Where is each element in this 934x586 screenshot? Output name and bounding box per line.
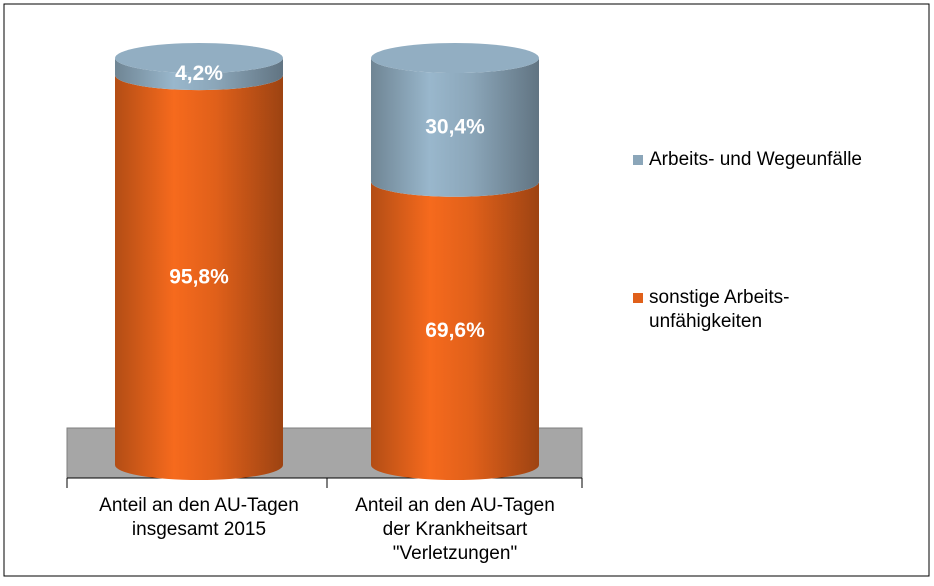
legend-label: sonstige Arbeits-unfähigkeiten — [649, 287, 789, 332]
value-label: 95,8% — [169, 266, 229, 289]
bar-top — [371, 43, 539, 73]
value-label: 69,6% — [425, 319, 485, 342]
x-tick-label: Anteil an den AU-Tagen der Krankheitsart "… — [355, 495, 555, 564]
bar-segment — [115, 58, 283, 91]
legend-swatch — [633, 155, 643, 165]
value-label: 30,4% — [425, 115, 485, 138]
bar-segment — [371, 58, 539, 197]
bar-segment — [371, 181, 539, 480]
legend-label: Arbeits- und Wegeunfälle — [649, 149, 862, 170]
legend-swatch — [633, 293, 643, 303]
bar-segment — [115, 75, 283, 481]
bar-top — [115, 43, 283, 73]
x-tick-label: Anteil an den AU-Tagen insgesamt 2015 — [99, 495, 299, 540]
value-label: 4,2% — [175, 62, 223, 85]
